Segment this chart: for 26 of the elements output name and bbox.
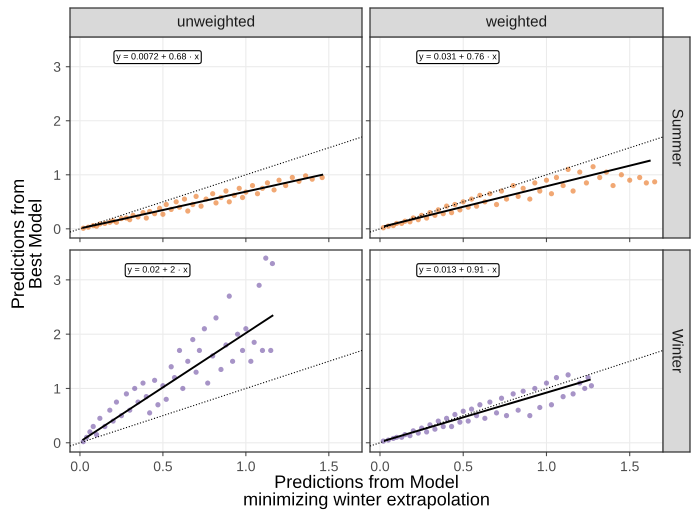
x-tick-label: 1.5 [621, 462, 639, 472]
annotation: y = 0.02 + 2 · x [128, 266, 188, 274]
x-tick-label: 0.0 [370, 461, 390, 472]
y-tick-label: 3 [54, 62, 60, 72]
x-tick-label: 0.0 [70, 461, 90, 472]
x-tick-label: 1.5 [320, 462, 338, 472]
annotation: y = 0.0072 + 0.68 · x [116, 53, 199, 62]
x-tick-label: 1.0 [538, 461, 556, 472]
x-tick-label: 0.5 [154, 461, 172, 472]
x-tick-label: 1.0 [237, 461, 255, 472]
y-tick-label: 0 [54, 224, 60, 234]
y-tick-label: 2 [54, 330, 60, 340]
x-tick-label: 0.5 [454, 461, 472, 472]
y2-axis-title: Summer [672, 109, 684, 166]
chart-title: weighted [486, 15, 546, 30]
annotation: y = 0.013 + 0.91 · x [419, 266, 497, 274]
y-axis-title: Predictions from Best Model [10, 180, 42, 308]
y-tick-label: 1 [54, 384, 60, 394]
annotation: y = 0.031 + 0.76 · x [419, 53, 497, 62]
x-axis-title: Predictions from Model minimizing winter extrapolation [244, 474, 489, 510]
y-tick-label: 1 [54, 170, 60, 180]
y2-axis-title: Winter [672, 329, 684, 373]
y-tick-label: 3 [54, 275, 60, 286]
chart-title: unweighted [178, 15, 254, 30]
y-tick-label: 2 [54, 116, 60, 126]
y-tick-label: 0 [54, 438, 60, 448]
